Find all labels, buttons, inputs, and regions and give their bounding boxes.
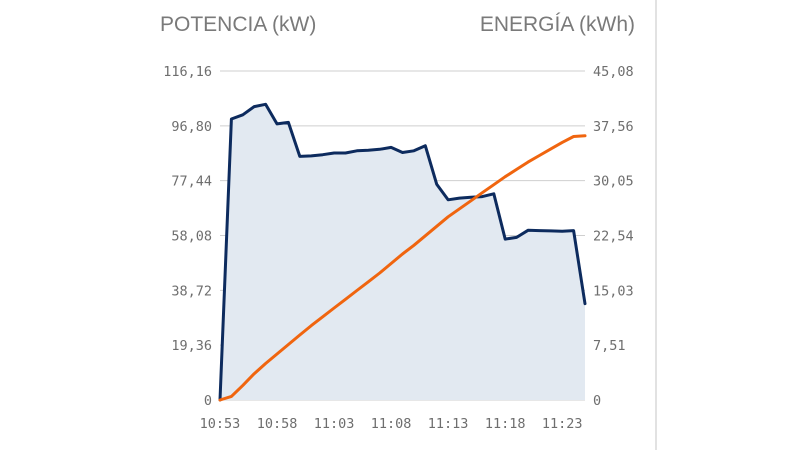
x-tick-label: 10:53	[200, 416, 241, 432]
y-left-tick-label: 0	[204, 393, 212, 409]
y-left-tick-label: 77,44	[171, 174, 212, 190]
tick-labels: 0 0 19,36 7,51 38,72 15,03 58,08 22,54 77,44 30,0…	[163, 64, 633, 432]
y-right-tick-label: 0	[593, 393, 601, 409]
y-right-tick-label: 45,08	[593, 64, 634, 80]
y-right-tick-label: 7,51	[593, 338, 626, 354]
power-line	[218, 102, 587, 402]
energy-line	[218, 134, 587, 402]
x-tick-label: 11:18	[485, 416, 526, 432]
y-left-tick-label: 19,36	[171, 338, 212, 354]
y-left-tick-label: 38,72	[171, 283, 212, 299]
series-layer	[218, 102, 587, 402]
y-left-tick-label: 116,16	[163, 64, 212, 80]
y-left-tick-label: 58,08	[171, 229, 212, 245]
right-axis-title: ENERGÍA (kWh)	[480, 13, 635, 36]
x-tick-label: 11:13	[428, 416, 469, 432]
x-tick-label: 11:23	[542, 416, 583, 432]
left-axis-title: POTENCIA (kW)	[160, 13, 316, 36]
y-right-tick-label: 22,54	[593, 229, 634, 245]
x-tick-label: 11:03	[314, 416, 355, 432]
y-right-tick-label: 30,05	[593, 174, 634, 190]
y-right-tick-label: 37,56	[593, 119, 634, 135]
y-left-tick-label: 96,80	[171, 119, 212, 135]
x-tick-label: 11:08	[371, 416, 412, 432]
x-tick-label: 10:58	[257, 416, 298, 432]
y-right-tick-label: 15,03	[593, 283, 634, 299]
